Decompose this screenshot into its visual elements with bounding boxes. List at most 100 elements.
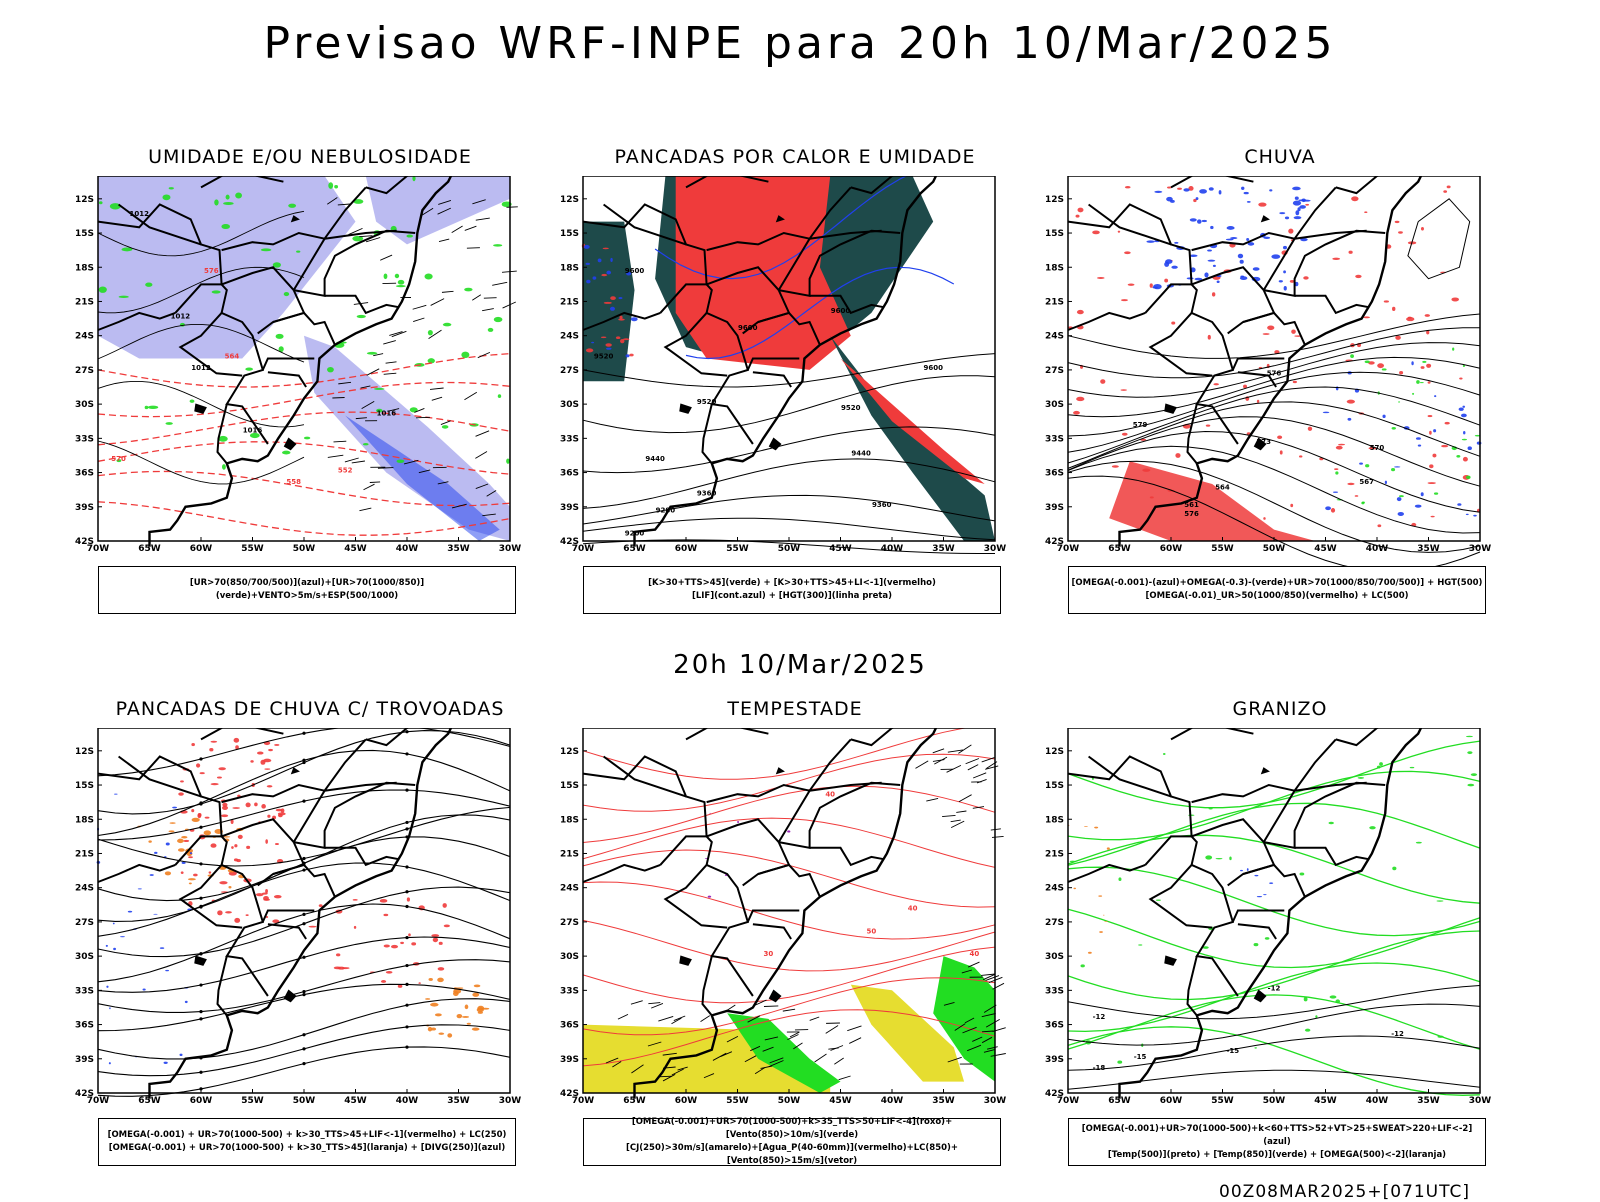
lat-tick-label: 33S (1045, 986, 1064, 996)
thunderstorm-area (188, 856, 193, 858)
lon-tick-label: 35W (447, 544, 470, 554)
omega-strong-area (1365, 360, 1370, 363)
rain-area (1263, 517, 1265, 520)
rain-area (1428, 482, 1436, 484)
strong-instability-area (629, 354, 633, 357)
lat-tick-label: 30S (75, 952, 94, 962)
omega-area (1204, 272, 1208, 277)
lifted-index-contour (586, 263, 590, 265)
temperature-850-contour (1416, 842, 1422, 844)
low-level-humidity (296, 250, 300, 252)
lon-tick-label: 65W (623, 1096, 646, 1106)
strong-instability-area (586, 348, 593, 352)
lifted-index-contour (598, 259, 602, 263)
lat-tick-label: 39S (560, 503, 579, 513)
contour-label: 30 (764, 950, 774, 958)
convective-area (181, 836, 187, 838)
thunderstorm-area (381, 980, 386, 983)
lon-tick-label: 30W (499, 544, 522, 554)
omega-area (1227, 226, 1235, 230)
streamline-arrow (405, 789, 408, 792)
thunderstorm-area (180, 780, 184, 782)
panel-title: PANCADAS DE CHUVA C/ TROVOADAS (60, 698, 560, 720)
omega-strong-area (1422, 361, 1426, 363)
temperature-850-contour (1392, 867, 1396, 871)
convective-area (170, 822, 176, 824)
rain-area (1336, 446, 1343, 450)
lon-tick-label: 40W (1366, 1096, 1389, 1106)
panel-title: GRANIZO (1030, 698, 1530, 720)
lat-tick-label: 24S (560, 332, 579, 342)
lat-tick-label: 27S (560, 366, 579, 376)
streamline-arrow (302, 868, 305, 871)
divergence-area (180, 1054, 183, 1056)
thunderstorm-area (217, 910, 222, 915)
omega-area (1244, 192, 1249, 194)
lon-tick-label: 40W (396, 1096, 419, 1106)
streamline-arrow (199, 897, 202, 900)
temperature-850-contour (1070, 861, 1076, 863)
temperature-850-contour (1335, 999, 1340, 1003)
lat-tick-label: 36S (75, 1021, 94, 1031)
temperature-850-contour (1369, 826, 1375, 829)
lat-tick-label: 18S (75, 815, 94, 825)
divergence-area (128, 911, 132, 913)
lat-tick-label: 21S (75, 849, 94, 859)
divergence-area (138, 888, 142, 889)
rain-area (1349, 251, 1353, 254)
lat-tick-label: 33S (560, 986, 579, 996)
streamline-arrow (405, 730, 408, 733)
thunderstorm-area (438, 967, 445, 970)
thunderstorm-area (193, 874, 198, 877)
streamline-arrow (199, 1071, 202, 1074)
omega-area (1398, 512, 1404, 516)
streamline-arrow (302, 956, 305, 959)
thunderstorm-area (418, 982, 420, 984)
streamline-arrow (405, 1025, 408, 1028)
lifted-index-contour (618, 297, 622, 299)
low-level-humidity (214, 199, 218, 205)
temperature-850-contour (1209, 808, 1213, 809)
rain-area (1408, 317, 1412, 319)
thunderstorm-area (246, 846, 250, 849)
wind-vector (416, 417, 430, 418)
contour-label: 9520 (841, 404, 861, 412)
lat-tick-label: 21S (560, 849, 579, 859)
lon-tick-label: 65W (1108, 544, 1131, 554)
rain-area (1121, 299, 1128, 301)
lat-tick-label: 36S (1045, 469, 1064, 479)
lon-tick-label: 30W (1469, 544, 1492, 554)
omega-area (1359, 463, 1363, 465)
omega-area (1238, 254, 1243, 259)
omega-strong-area (1382, 368, 1387, 370)
omega-area (1253, 267, 1260, 271)
low-level-humidity (276, 334, 284, 339)
thunderstorm-area (439, 942, 443, 945)
omega-500-area (1103, 915, 1104, 916)
streamline-arrow (405, 865, 408, 868)
lat-tick-label: 39S (75, 503, 94, 513)
low-level-humidity (223, 202, 234, 205)
lon-tick-label: 70W (1057, 544, 1080, 554)
thunderstorm-area (183, 840, 189, 842)
lon-tick-label: 60W (675, 1096, 698, 1106)
omega-area (1301, 198, 1306, 202)
lat-tick-label: 18S (560, 815, 579, 825)
rain-area (1124, 251, 1131, 254)
rain-area (1384, 300, 1389, 302)
low-level-humidity (245, 368, 253, 371)
convective-area (447, 1033, 452, 1037)
divergence-area (113, 923, 115, 925)
temperature-850-contour (1377, 766, 1381, 769)
thunderstorm-area (274, 744, 279, 746)
thunderstorm-area (222, 803, 227, 807)
streamline-arrow (302, 800, 305, 803)
legend-tempestade: [OMEGA(-0.001)+UR>70(1000-500)+k>35_TTS>… (583, 1118, 1001, 1166)
thunderstorm-area (205, 817, 210, 819)
contour-label: 9360 (872, 501, 892, 509)
low-level-humidity (162, 194, 170, 200)
omega-area (1473, 515, 1477, 517)
thunderstorm-area (221, 814, 228, 817)
lon-tick-label: 30W (1469, 1096, 1492, 1106)
convective-area (474, 984, 481, 987)
